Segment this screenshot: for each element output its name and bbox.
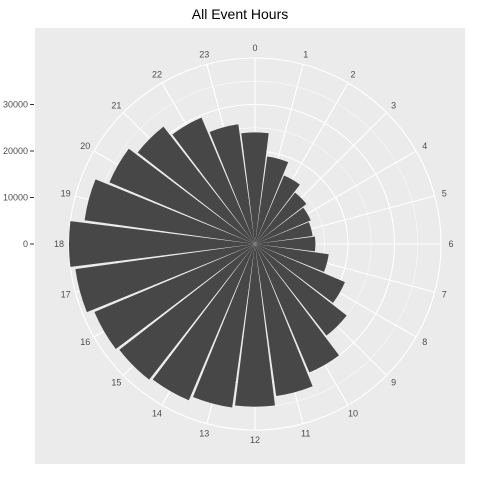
bar-hour-1: [255, 156, 289, 244]
angle-label-9: 9: [391, 378, 396, 388]
bar-hour-0: [241, 132, 269, 244]
bar-hour-13: [193, 244, 255, 408]
bar-hour-12: [235, 244, 275, 407]
angle-label-2: 2: [350, 69, 355, 79]
radial-tick-label-3: 30000: [3, 100, 28, 110]
angle-label-8: 8: [422, 337, 427, 347]
angle-label-5: 5: [442, 188, 447, 198]
radial-tick-label-2: 20000: [3, 146, 28, 156]
bar-hour-2: [255, 175, 300, 244]
bar-hour-11: [255, 244, 313, 396]
bar-hour-23: [209, 124, 255, 244]
angle-label-17: 17: [61, 290, 71, 300]
radial-tick-labels: 0 10000 20000 30000: [3, 100, 34, 249]
bars: [69, 117, 347, 408]
angle-label-7: 7: [442, 290, 447, 300]
angle-label-21: 21: [111, 100, 121, 110]
angle-label-22: 22: [152, 69, 162, 79]
angle-label-23: 23: [199, 50, 209, 60]
bar-hour-22: [172, 117, 255, 244]
bar-hour-4: [255, 207, 311, 244]
bar-hour-8: [255, 244, 345, 303]
angle-label-12: 12: [250, 435, 260, 445]
angle-label-11: 11: [301, 428, 310, 438]
bar-hour-18: [69, 221, 255, 267]
angle-label-20: 20: [80, 141, 90, 151]
bar-hour-10: [255, 244, 340, 373]
angle-label-10: 10: [348, 409, 358, 419]
radial-tick-label-1: 10000: [3, 193, 28, 203]
bar-hour-14: [152, 244, 255, 401]
angle-label-6: 6: [448, 239, 453, 249]
bar-hour-5: [255, 222, 313, 244]
bar-hour-6: [255, 236, 316, 252]
bar-hour-7: [255, 244, 329, 272]
angle-label-15: 15: [111, 378, 121, 388]
bar-hour-15: [119, 244, 255, 380]
bar-hour-16: [94, 244, 256, 350]
angle-label-13: 13: [199, 428, 209, 438]
bar-hour-20: [109, 148, 255, 244]
angle-label-16: 16: [80, 337, 90, 347]
bar-hour-17: [75, 244, 255, 313]
bar-hour-9: [255, 244, 347, 336]
radial-tick-label-0: 0: [23, 239, 28, 249]
angle-label-3: 3: [391, 100, 396, 110]
bar-hour-21: [137, 126, 255, 244]
angle-label-0: 0: [252, 43, 257, 53]
bar-hour-3: [255, 192, 307, 244]
angle-label-14: 14: [152, 409, 162, 419]
angle-label-4: 4: [422, 141, 427, 151]
angle-label-1: 1: [303, 50, 308, 60]
angle-label-18: 18: [54, 239, 64, 249]
chart-title: All Event Hours: [191, 6, 289, 22]
bar-hour-19: [84, 179, 255, 244]
angle-label-19: 19: [61, 188, 71, 198]
